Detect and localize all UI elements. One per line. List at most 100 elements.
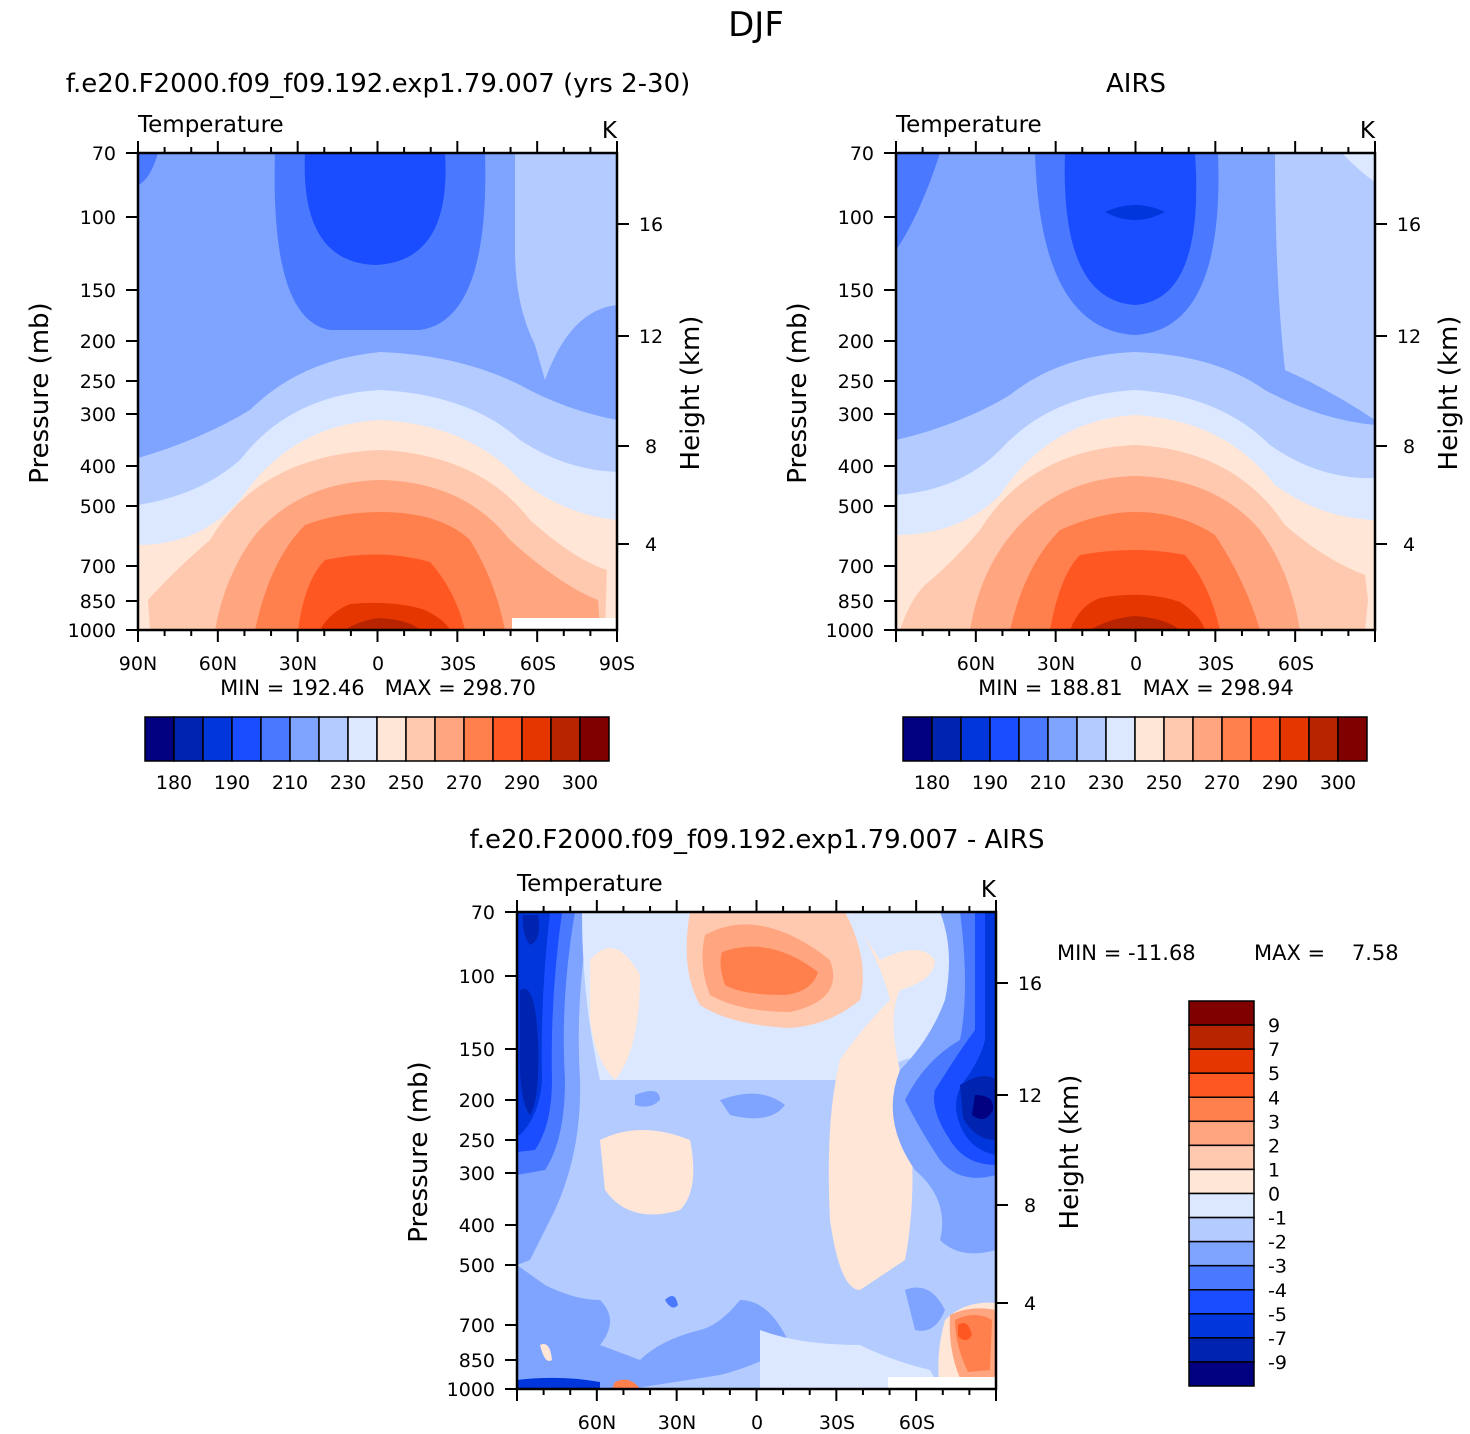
units-label: K: [1360, 118, 1376, 144]
contour-fill: [138, 153, 158, 185]
colorbar-label: -7: [1268, 1328, 1287, 1350]
colorbar-swatch: [1188, 1048, 1255, 1074]
colorbar-swatch: [1337, 716, 1368, 762]
contour-fill: [720, 1093, 785, 1119]
colorbar-label: 270: [1204, 772, 1240, 794]
contour-fill: [304, 153, 446, 265]
x-tick-label: 0: [1130, 653, 1142, 675]
colorbar-label: 300: [1320, 772, 1356, 794]
x-tick-label: 30S: [440, 653, 476, 675]
colorbar-swatch: [1188, 1168, 1255, 1195]
stats-label: MIN = 188.81 MAX = 298.94: [978, 676, 1294, 700]
contour-fill: [517, 1265, 790, 1389]
contour-fill: [896, 153, 940, 250]
y-tick-label: 200: [459, 1090, 495, 1112]
y-tick-label: 200: [838, 331, 874, 353]
y-tick-label: 850: [80, 591, 116, 613]
colorbar-swatch: [1047, 716, 1078, 762]
colorbar-swatch: [1188, 1192, 1255, 1219]
y-tick-label: 400: [80, 456, 116, 478]
x-tick-label: 90S: [599, 653, 635, 675]
colorbar-label: 5: [1268, 1063, 1280, 1085]
colorbar-swatch: [1188, 1120, 1255, 1147]
y-tick-label: 300: [459, 1163, 495, 1185]
stats-max-label: MAX = 7.58: [1254, 941, 1399, 965]
colorbar-swatch: [1163, 716, 1194, 762]
y-tick-label: 100: [80, 207, 116, 229]
colorbar: 180 190 210 230 250 270 290 300: [902, 716, 1368, 794]
y-tick-label: 250: [80, 371, 116, 393]
panel-subtitle: Temperature: [137, 112, 284, 138]
x-tick-label: 90N: [119, 653, 157, 675]
colorbar-swatch: [1188, 1289, 1255, 1315]
colorbar-swatch: [405, 716, 436, 762]
x-tick-label: 30N: [1037, 653, 1075, 675]
contour-fill: [1105, 205, 1165, 220]
colorbar-label: 230: [330, 772, 366, 794]
contour-fill: [1275, 153, 1375, 420]
colorbar-swatch: [202, 716, 233, 762]
colorbar-swatch: [1188, 1337, 1255, 1363]
colorbar-label: 300: [562, 772, 598, 794]
colorbar-swatch: [347, 716, 378, 762]
x-tick-label: 60N: [578, 1412, 616, 1434]
colorbar-swatch: [434, 716, 465, 762]
contour-fill: [1342, 153, 1375, 182]
colorbar-swatch: [1221, 716, 1252, 762]
units-label: K: [602, 118, 618, 144]
contour-fill: [600, 1130, 694, 1215]
y-right-tick-label: 12: [1397, 326, 1421, 348]
y-right-tick-label: 4: [1403, 534, 1415, 556]
units-label: K: [981, 877, 997, 903]
colorbar-label: 2: [1268, 1135, 1280, 1157]
colorbar-swatch: [231, 716, 262, 762]
colorbar-swatch: [1134, 716, 1165, 762]
panel-difference: f.e20.F2000.f09_f09.192.exp1.79.007 - AI…: [404, 825, 1399, 1434]
contour-fill: [540, 1344, 552, 1361]
y-tick-label: 700: [459, 1315, 495, 1337]
contour-fill: [690, 912, 935, 1290]
colorbar-swatch: [318, 716, 349, 762]
colorbar-label: 7: [1268, 1039, 1280, 1061]
axes: 70 100 150 200 250 300 400 500 700 850 1000 16 12 8 4 6…: [404, 900, 1085, 1434]
x-tick-label: 60S: [520, 653, 556, 675]
y-right-axis-label: Height (km): [676, 316, 706, 471]
colorbar-swatch: [579, 716, 610, 762]
y-right-tick-label: 8: [1403, 436, 1415, 458]
colorbar-label: 290: [504, 772, 540, 794]
colorbar-swatch: [1188, 1072, 1255, 1098]
panel-airs: AIRS Temperature K 70 100 150 200 250 300 400 5…: [783, 69, 1464, 794]
missing-data: [888, 1377, 996, 1389]
contour-fill: [760, 1330, 940, 1389]
y-right-axis-label: Height (km): [1055, 1075, 1085, 1230]
y-tick-label: 100: [459, 966, 495, 988]
colorbar-swatch: [289, 716, 320, 762]
stats-min-label: MIN = -11.68: [1057, 941, 1196, 965]
y-tick-label: 500: [459, 1255, 495, 1277]
y-tick-label: 150: [80, 280, 116, 302]
colorbar-label: 210: [1030, 772, 1066, 794]
colorbar-swatch: [1188, 1024, 1255, 1050]
contour-fill: [665, 1296, 678, 1308]
y-tick-label: 70: [92, 143, 116, 165]
x-tick-label: 30N: [658, 1412, 696, 1434]
colorbar-label: 190: [972, 772, 1008, 794]
contour-fill: [345, 618, 420, 630]
colorbar-swatch: [463, 716, 494, 762]
colorbar-label: 270: [446, 772, 482, 794]
x-tick-label: 30S: [1198, 653, 1234, 675]
colorbar-swatch: [1192, 716, 1223, 762]
contour-fill: [590, 948, 640, 1080]
x-tick-label: 30N: [279, 653, 317, 675]
colorbar-swatch: [1308, 716, 1339, 762]
colorbar-swatch: [144, 716, 175, 762]
colorbar-label: -9: [1268, 1352, 1287, 1374]
contour-field: [138, 153, 617, 630]
contour-fill: [905, 1287, 945, 1331]
colorbar-swatch: [173, 716, 204, 762]
x-tick-label: 0: [372, 653, 384, 675]
colorbar-swatch: [1076, 716, 1107, 762]
colorbar-label: 290: [1262, 772, 1298, 794]
y-axis-label: Pressure (mb): [783, 302, 813, 483]
y-tick-label: 700: [80, 556, 116, 578]
